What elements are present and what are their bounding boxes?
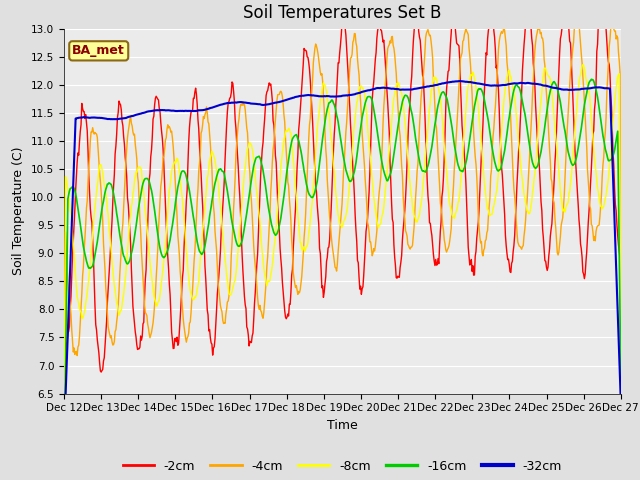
Text: BA_met: BA_met	[72, 44, 125, 57]
Legend: -2cm, -4cm, -8cm, -16cm, -32cm: -2cm, -4cm, -8cm, -16cm, -32cm	[118, 455, 567, 478]
Y-axis label: Soil Temperature (C): Soil Temperature (C)	[12, 147, 26, 276]
X-axis label: Time: Time	[327, 419, 358, 432]
Title: Soil Temperatures Set B: Soil Temperatures Set B	[243, 4, 442, 22]
